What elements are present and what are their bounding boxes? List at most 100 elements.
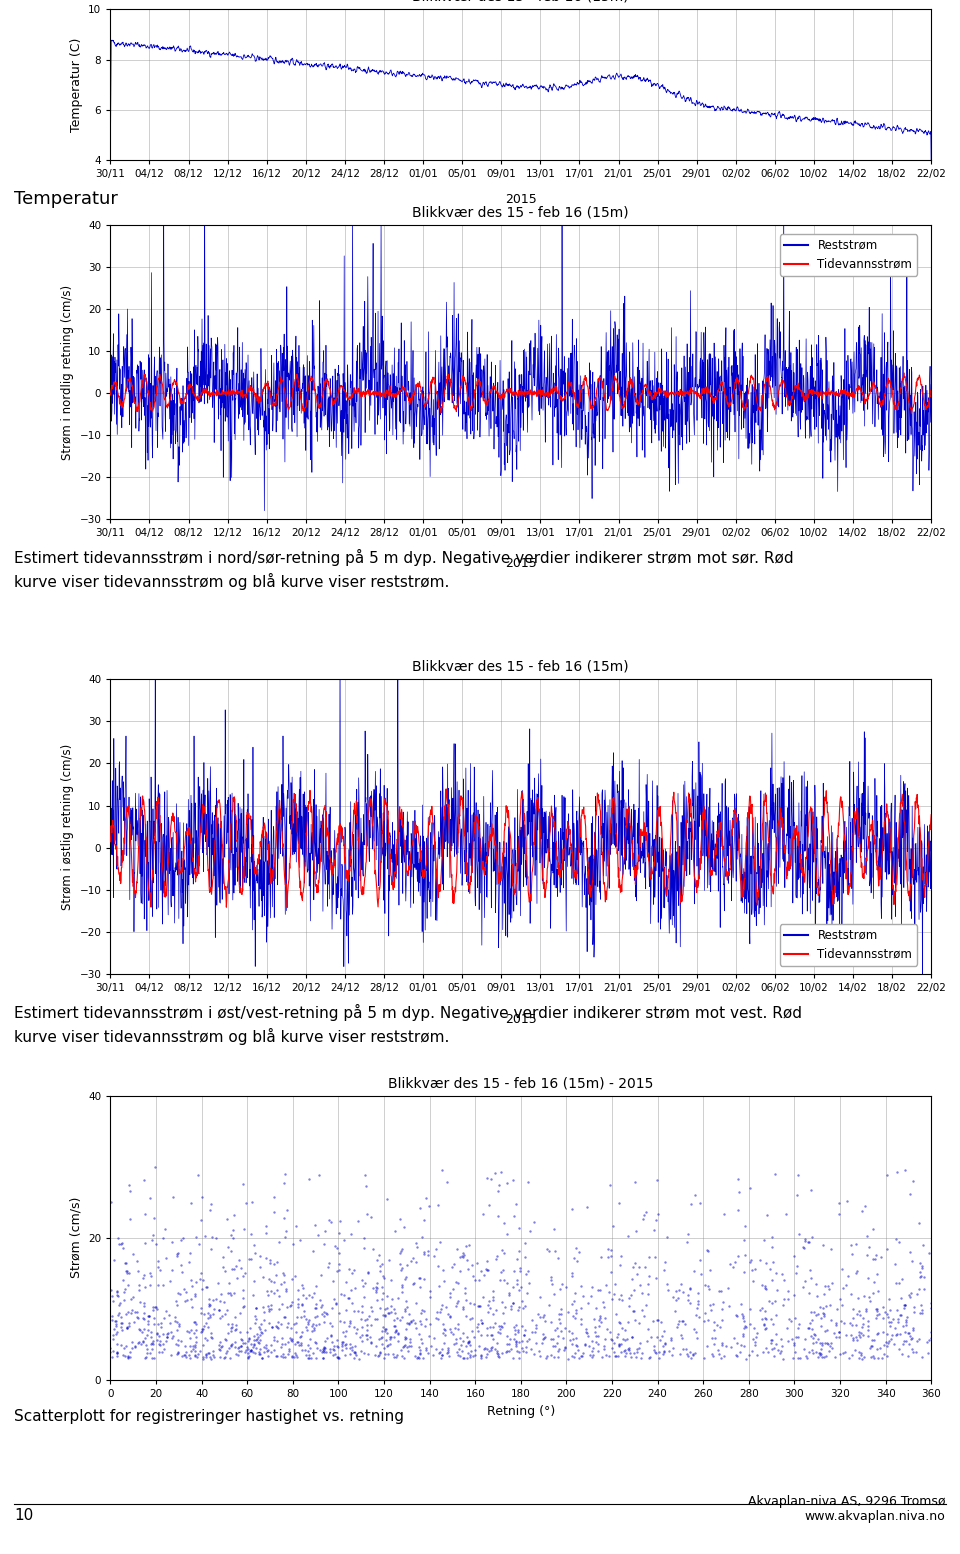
- Point: [527, 1319, 542, 1344]
- Point: [689, 1326, 705, 1350]
- Point: [590, 1338, 606, 1363]
- Point: [204, 1237, 219, 1262]
- Point: [450, 1316, 466, 1341]
- Point: [110, 1226, 126, 1251]
- Point: [205, 1301, 221, 1326]
- Point: [428, 1305, 444, 1330]
- Point: [804, 1225, 820, 1249]
- Point: [116, 1343, 132, 1368]
- Point: [601, 1245, 616, 1270]
- Point: [447, 1315, 463, 1340]
- Point: [116, 1288, 132, 1313]
- Point: [395, 1279, 410, 1304]
- Point: [914, 1263, 929, 1288]
- Point: [617, 1318, 633, 1343]
- Point: [509, 1332, 524, 1357]
- Point: [835, 1276, 851, 1301]
- Point: [685, 1343, 701, 1368]
- Point: [602, 1344, 617, 1369]
- Point: [419, 1338, 434, 1363]
- Point: [452, 1343, 468, 1368]
- Point: [388, 1218, 403, 1243]
- Point: [372, 1259, 388, 1284]
- Point: [365, 1276, 380, 1301]
- Point: [298, 1315, 313, 1340]
- Point: [673, 1271, 688, 1296]
- Point: [397, 1298, 413, 1322]
- Point: [575, 1284, 590, 1308]
- Point: [295, 1293, 310, 1318]
- Point: [555, 1326, 570, 1350]
- Point: [536, 1327, 551, 1352]
- Point: [109, 1319, 125, 1344]
- Point: [599, 1343, 614, 1368]
- Point: [277, 1332, 293, 1357]
- Point: [300, 1333, 316, 1358]
- Point: [379, 1333, 395, 1358]
- Point: [150, 1321, 165, 1346]
- Point: [460, 1341, 475, 1366]
- Point: [815, 1332, 830, 1357]
- Point: [863, 1333, 878, 1358]
- Point: [183, 1318, 199, 1343]
- Point: [921, 1340, 936, 1364]
- Point: [479, 1166, 494, 1190]
- Point: [813, 1336, 828, 1361]
- Point: [139, 1341, 155, 1366]
- Point: [145, 1329, 160, 1354]
- Point: [862, 1285, 877, 1310]
- Point: [352, 1324, 368, 1349]
- Point: [890, 1310, 905, 1335]
- Point: [613, 1340, 629, 1364]
- Point: [507, 1315, 522, 1340]
- Point: [317, 1340, 332, 1364]
- Point: [777, 1287, 792, 1312]
- Point: [108, 1313, 124, 1338]
- Point: [223, 1284, 238, 1308]
- Point: [509, 1329, 524, 1354]
- Point: [194, 1207, 209, 1232]
- Point: [519, 1280, 535, 1305]
- Point: [448, 1293, 464, 1318]
- Point: [727, 1326, 742, 1350]
- Point: [668, 1288, 684, 1313]
- Point: [497, 1294, 513, 1319]
- Point: [827, 1344, 842, 1369]
- Point: [156, 1225, 171, 1249]
- Point: [307, 1330, 323, 1355]
- Point: [580, 1290, 595, 1315]
- Point: [276, 1260, 291, 1285]
- Point: [634, 1280, 649, 1305]
- Point: [275, 1332, 290, 1357]
- Point: [624, 1324, 639, 1349]
- Point: [350, 1299, 366, 1324]
- Point: [155, 1332, 170, 1357]
- Point: [536, 1302, 551, 1327]
- Point: [300, 1310, 316, 1335]
- Point: [328, 1291, 344, 1316]
- Point: [587, 1315, 602, 1340]
- Point: [756, 1340, 771, 1364]
- Point: [702, 1276, 717, 1301]
- Point: [731, 1179, 746, 1204]
- Point: [372, 1296, 388, 1321]
- Point: [347, 1346, 362, 1371]
- Point: [755, 1296, 770, 1321]
- Point: [248, 1340, 263, 1364]
- Point: [435, 1257, 450, 1282]
- Point: [204, 1192, 219, 1217]
- Point: [788, 1260, 804, 1285]
- Point: [551, 1302, 566, 1327]
- Point: [354, 1322, 370, 1347]
- Point: [742, 1312, 757, 1336]
- Point: [145, 1294, 160, 1319]
- Point: [117, 1276, 132, 1301]
- Point: [280, 1330, 296, 1355]
- Point: [136, 1262, 152, 1287]
- Point: [145, 1332, 160, 1357]
- Point: [164, 1326, 180, 1350]
- Point: [834, 1257, 850, 1282]
- Point: [400, 1338, 416, 1363]
- Point: [528, 1316, 543, 1341]
- Point: [413, 1308, 428, 1333]
